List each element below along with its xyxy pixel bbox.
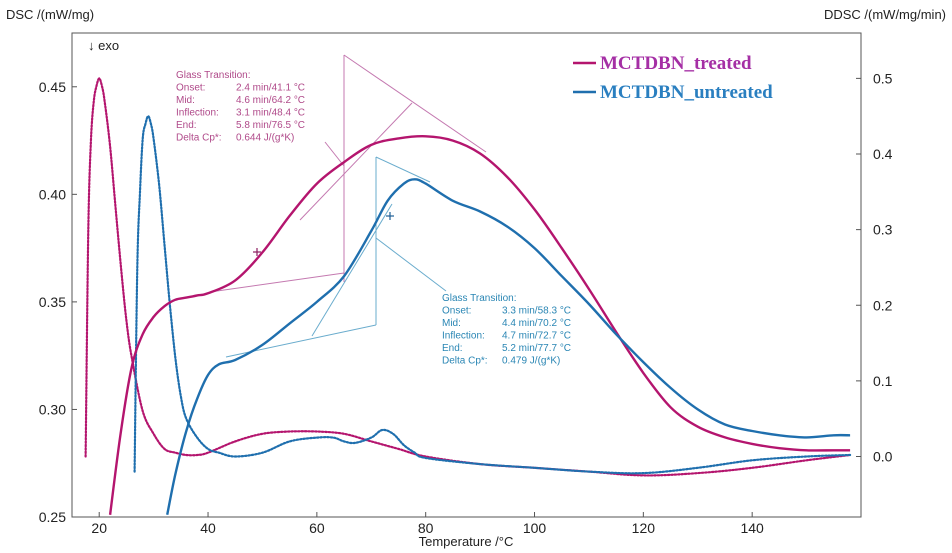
y-tick-label-right: 0.0: [873, 449, 893, 465]
y-ticks-left: 0.25 0.30 0.35 0.40 0.45: [39, 79, 77, 525]
tangent-line: [375, 156, 431, 183]
annotation-row-value: 4.7 min/72.7 °C: [502, 331, 571, 342]
x-axis-title: Temperature /°C: [419, 534, 514, 549]
y-tick-label-left: 0.40: [39, 186, 66, 202]
y-tick-label-left: 0.30: [39, 401, 66, 417]
series-line-mctdbn-untreated-ddsc: [133, 115, 852, 475]
annotation-row-label: End:: [176, 120, 197, 131]
x-tick-label: 60: [309, 520, 325, 536]
annotation-leader: [375, 237, 447, 292]
legend-label-untreated: MCTDBN_untreated: [600, 82, 773, 103]
tangent-line: [209, 272, 345, 293]
annotation-title: Glass Transition:: [176, 70, 250, 81]
annotation-row-value: 3.1 min/48.4 °C: [236, 108, 305, 119]
glass-transition-annotation-treated: Glass Transition: Onset: 2.4 min/41.1 °C Mi…: [176, 70, 305, 144]
y-tick-label-right: 0.4: [873, 146, 893, 162]
series-line-mctdbn-treated-dsc: [108, 135, 851, 515]
y-tick-label-left: 0.25: [39, 509, 66, 525]
tangent-line: [299, 102, 413, 221]
glass-transition-annotation-untreated: Glass Transition: Onset: 3.3 min/58.3 °C Mi…: [442, 293, 571, 367]
y-axis-right-title: DDSC /(mW/mg/min): [824, 7, 946, 22]
annotation-row-value: 5.2 min/77.7 °C: [502, 343, 571, 354]
y-tick-label-left: 0.35: [39, 294, 66, 310]
annotation-row-value: 3.3 min/58.3 °C: [502, 306, 571, 317]
treated-tangent-construction: [209, 54, 487, 293]
annotation-row-value: 0.479 J/(g*K): [502, 356, 560, 367]
x-tick-label: 140: [740, 520, 764, 536]
x-tick-label: 40: [200, 520, 216, 536]
y-tick-label-right: 0.2: [873, 297, 893, 313]
exo-label: ↓ exo: [88, 38, 119, 53]
y-tick-label-right: 0.5: [873, 70, 893, 86]
x-tick-label: 100: [523, 520, 547, 536]
annotation-row-value: 0.644 J/(g*K): [236, 133, 294, 144]
annotation-row-value: 4.4 min/70.2 °C: [502, 318, 571, 329]
annotation-row-label: Onset:: [442, 306, 471, 317]
annotation-row-label: Delta Cp*:: [442, 356, 488, 367]
legend: MCTDBN_treated MCTDBN_untreated: [573, 53, 773, 103]
x-tick-label: 120: [632, 520, 656, 536]
x-tick-label: 20: [91, 520, 107, 536]
y-axis-left-title: DSC /(mW/mg): [6, 7, 94, 22]
tangent-line: [343, 54, 487, 153]
x-tick-label: 80: [418, 520, 434, 536]
annotation-row-label: Inflection:: [176, 108, 219, 119]
x-ticks: 20 40 60 80 100 120 140: [91, 512, 764, 536]
y-tick-label-left: 0.45: [39, 79, 66, 95]
annotation-row-label: Mid:: [442, 318, 461, 329]
annotation-row-label: Delta Cp*:: [176, 133, 222, 144]
annotation-title: Glass Transition:: [442, 293, 516, 304]
y-ticks-right: 0.0 0.1 0.2 0.3 0.4 0.5: [856, 70, 893, 465]
legend-label-treated: MCTDBN_treated: [600, 53, 752, 74]
series-line-mctdbn-untreated-dsc: [166, 178, 851, 516]
plot-frame: [71, 32, 862, 518]
annotation-row-value: 2.4 min/41.1 °C: [236, 83, 305, 94]
tangent-line: [311, 203, 393, 337]
annotation-row-label: Mid:: [176, 95, 195, 106]
data-marks: [84, 77, 852, 516]
annotation-row-label: Inflection:: [442, 331, 485, 342]
annotation-row-label: Onset:: [176, 83, 205, 94]
y-tick-label-right: 0.1: [873, 373, 893, 389]
midpoint-markers: [253, 212, 394, 256]
annotation-row-label: End:: [442, 343, 463, 354]
annotation-row-value: 4.6 min/64.2 °C: [236, 95, 305, 106]
y-tick-label-right: 0.3: [873, 222, 893, 238]
annotation-row-value: 5.8 min/76.5 °C: [236, 120, 305, 131]
annotation-leader: [324, 141, 345, 167]
